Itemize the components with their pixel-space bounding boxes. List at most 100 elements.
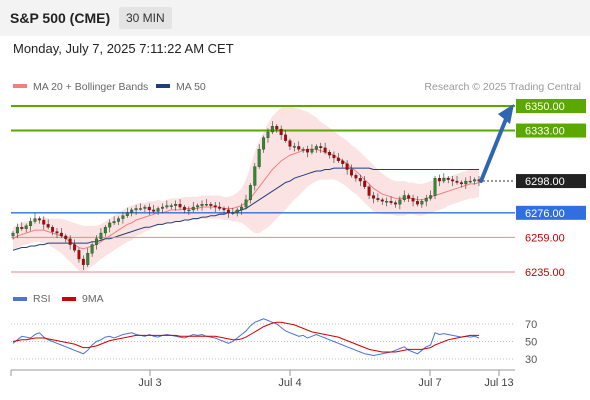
candle-up (108, 222, 112, 228)
candle-down (367, 186, 371, 196)
candle-down (209, 204, 213, 206)
candle-down (451, 179, 455, 182)
target-level-tag (516, 123, 586, 138)
candle-up (15, 227, 19, 234)
candle-up (429, 195, 433, 199)
candle-down (218, 206, 222, 209)
candle-down (55, 231, 59, 234)
candle-up (29, 221, 33, 226)
ma20-legend-label: MA 20 + Bollinger Bands (33, 81, 148, 93)
candle-up (139, 208, 142, 210)
ma50-legend-label: MA 50 (176, 81, 206, 93)
candle-up (266, 131, 270, 138)
candle-up (301, 149, 305, 151)
candle-down (77, 250, 81, 260)
ma50-legend-swatch (156, 84, 170, 88)
candle-up (257, 149, 261, 167)
candle-up (473, 179, 477, 182)
candle-down (42, 219, 46, 225)
candle-down (332, 154, 336, 159)
candle-up (420, 201, 424, 205)
x-tick-label: Jul 4 (278, 377, 301, 389)
candle-up (103, 227, 107, 234)
candle-up (86, 253, 90, 265)
projection-arrow-head (498, 104, 514, 124)
candle-up (244, 199, 248, 208)
support-level-label: 6276.00 (525, 208, 565, 220)
candle-up (11, 232, 15, 237)
candle-down (37, 218, 41, 221)
candle-up (143, 206, 147, 209)
candle-down (213, 205, 217, 208)
x-axis: Jul 3 Jul 4 Jul 7 Jul 13 (10, 370, 514, 389)
candle-up (156, 208, 160, 212)
candle-up (90, 244, 94, 254)
candle-up (95, 238, 98, 245)
candle-down (345, 163, 349, 170)
candles (11, 121, 481, 270)
candle-up (270, 126, 274, 133)
secondary-support-level-label: 6235.00 (525, 267, 565, 279)
candle-up (99, 232, 103, 239)
rsi-panel: 70 50 30 (11, 318, 537, 366)
candle-up (235, 209, 239, 213)
ma9-legend-swatch (62, 297, 76, 301)
candle-down (182, 206, 186, 211)
candle-up (125, 212, 129, 216)
candle-up (191, 206, 195, 211)
candle-down (20, 227, 24, 229)
candle-down (393, 202, 397, 205)
x-tick-label: Jul 13 (484, 377, 513, 389)
candle-up (253, 166, 257, 186)
candle-down (73, 244, 77, 251)
candle-up (121, 215, 125, 219)
candle-up (402, 195, 406, 200)
candle-down (323, 147, 327, 153)
candle-up (468, 180, 472, 183)
candle-up (112, 221, 116, 224)
rsi-tick-label: 50 (525, 337, 537, 349)
candle-down (226, 209, 230, 213)
candle-down (363, 180, 367, 187)
rsi-tick-label: 30 (525, 354, 537, 366)
rsi-ma9-line (12, 321, 479, 353)
candle-down (437, 178, 441, 182)
candle-down (178, 204, 182, 208)
candle-down (389, 201, 393, 203)
current-price-tag (516, 174, 586, 189)
candle-down (297, 146, 301, 150)
candle-down (68, 238, 72, 245)
price-levels: 6350.00 6333.00 6276.00 6259.00 6235.00 6298.… (11, 99, 586, 279)
chart-header: S&P 500 (CME) 30 MIN (0, 0, 590, 36)
candle-up (200, 204, 204, 206)
current-price-label: 6298.00 (525, 176, 565, 188)
candle-up (33, 218, 37, 222)
x-tick-label: Jul 3 (138, 377, 161, 389)
candle-up (187, 209, 191, 212)
support-level-tag (516, 205, 586, 220)
source-credit: Research © 2025 Trading Central (424, 81, 581, 93)
candle-up (165, 205, 169, 208)
candle-up (310, 149, 314, 153)
target-level-tag (516, 99, 586, 113)
candle-down (407, 195, 411, 199)
ma9-legend-label: 9MA (82, 293, 104, 305)
candle-down (306, 149, 310, 153)
candle-down (64, 235, 68, 239)
candle-down (459, 182, 463, 185)
candle-up (174, 204, 178, 206)
timestamp: Monday, July 7, 2025 7:11:22 AM CET (13, 41, 234, 56)
candle-up (442, 178, 446, 182)
candle-up (130, 209, 134, 213)
candle-up (160, 206, 164, 209)
timeframe-badge[interactable]: 30 MIN (119, 7, 172, 29)
candle-down (415, 201, 419, 205)
target-level-label: 6350.00 (525, 101, 565, 113)
candle-up (464, 180, 468, 185)
candle-down (354, 175, 358, 179)
candle-up (231, 212, 235, 214)
candle-down (376, 198, 380, 200)
candle-up (24, 225, 28, 229)
target-level-label: 6333.00 (525, 126, 565, 138)
candle-up (240, 206, 244, 211)
